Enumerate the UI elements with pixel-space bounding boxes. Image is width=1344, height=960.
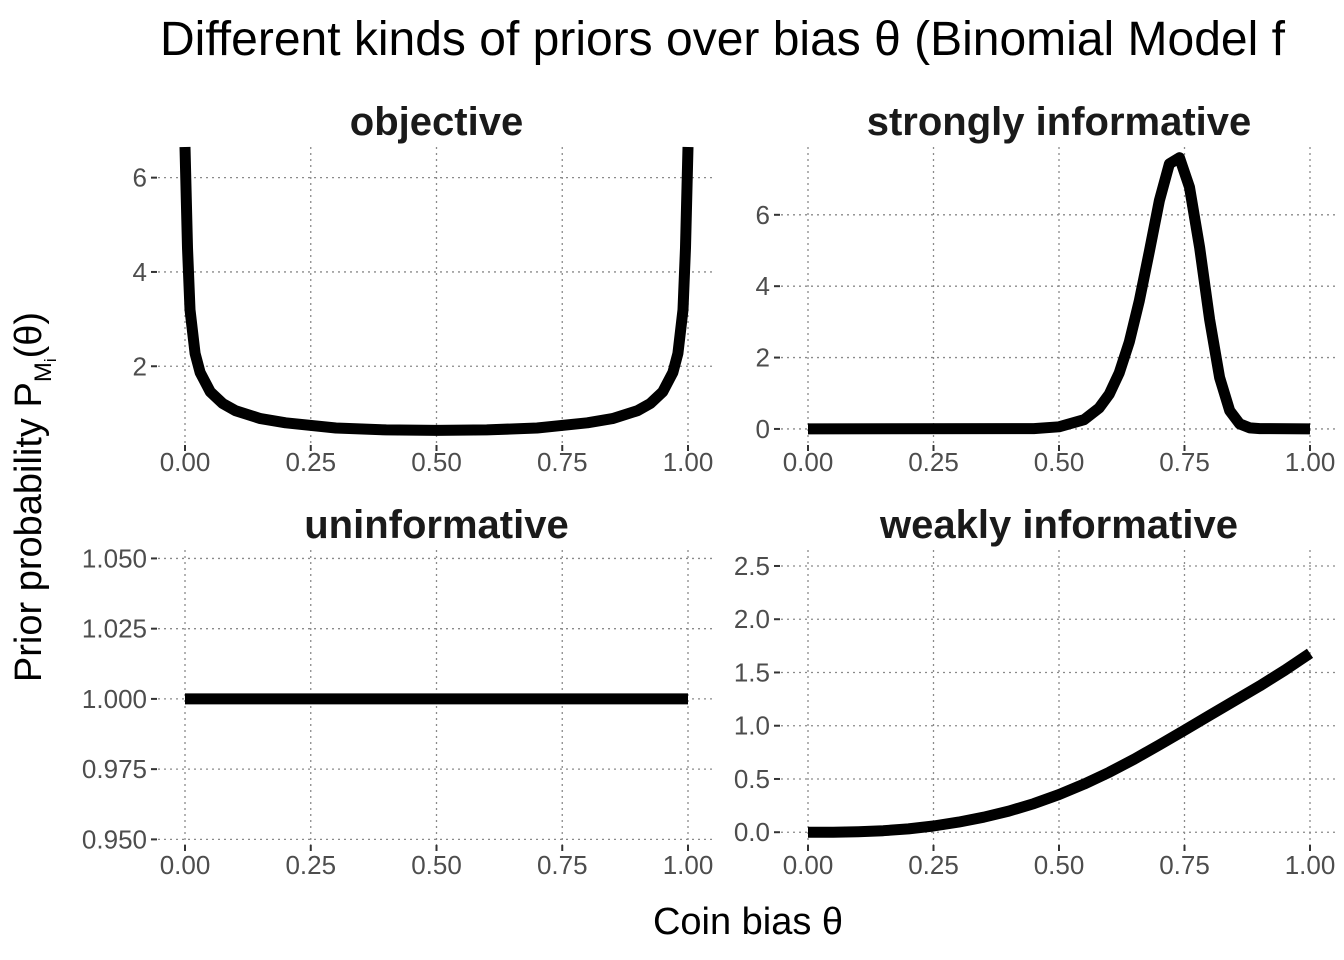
y-tick-label: 1.000	[82, 684, 147, 714]
y-tick-label: 4	[133, 257, 147, 287]
facet-title: strongly informative	[867, 100, 1252, 144]
x-tick-label: 0.75	[1159, 850, 1210, 880]
x-tick-label: 0.00	[783, 447, 834, 477]
y-tick-label: 0	[756, 414, 770, 444]
y-tick-label: 1.0	[734, 711, 770, 741]
x-tick-label: 0.50	[1034, 850, 1085, 880]
y-tick-label: 0.975	[82, 754, 147, 784]
x-tick-label: 1.00	[663, 447, 714, 477]
facet-title: objective	[350, 100, 523, 144]
y-tick-label: 0.0	[734, 817, 770, 847]
x-tick-label: 0.00	[160, 447, 211, 477]
x-tick-label: 1.00	[1285, 447, 1336, 477]
y-tick-label: 0.950	[82, 824, 147, 854]
y-tick-label: 2	[133, 351, 147, 381]
x-tick-label: 0.75	[1159, 447, 1210, 477]
panel-strongly-informative: strongly informative 0.00 0.25 0.50 0.75 1.00…	[756, 100, 1337, 477]
y-tick-label: 6	[756, 200, 770, 230]
panel-weakly-informative: weakly informative 0.00 0.25 0.50 0.75 1.00 0.…	[734, 503, 1337, 880]
y-tick-label: 4	[756, 271, 770, 301]
y-axis-title-sub: M	[30, 362, 57, 382]
y-tick-label: 2.0	[734, 604, 770, 634]
prior-curve	[807, 152, 1311, 435]
x-axis-title: Coin bias θ	[653, 901, 843, 943]
panel-uninformative: uninformative 0.00 0.25 0.50 0.75 1.00 0.950 0.…	[82, 503, 715, 880]
x-tick-label: 0.25	[908, 850, 959, 880]
x-tick-label: 0.50	[411, 447, 462, 477]
facet-title: weakly informative	[879, 503, 1238, 547]
y-tick-label: 2	[756, 343, 770, 373]
x-tick-label: 1.00	[1285, 850, 1336, 880]
x-tick-label: 0.25	[285, 850, 336, 880]
y-axis-title-subsub: i	[41, 358, 60, 362]
y-axis-title-suffix: (θ)	[8, 312, 50, 358]
x-tick-label: 1.00	[663, 850, 714, 880]
y-tick-label: 1.050	[82, 543, 147, 573]
y-tick-label: 1.5	[734, 657, 770, 687]
x-tick-label: 0.25	[908, 447, 959, 477]
panel-objective: objective 0.00 0.25 0.50 0.75 1.00 2 4 6	[133, 100, 715, 477]
x-tick-label: 0.50	[411, 850, 462, 880]
prior-curve	[179, 146, 694, 436]
x-tick-label: 0.00	[783, 850, 834, 880]
x-tick-label: 0.50	[1034, 447, 1085, 477]
prior-curve	[808, 648, 1314, 838]
x-tick-label: 0.25	[285, 447, 336, 477]
y-axis-title-main: Prior probability P	[8, 382, 50, 682]
y-axis-title: Prior probability PMi(θ)	[8, 312, 60, 682]
y-tick-label: 0.5	[734, 764, 770, 794]
y-tick-label: 6	[133, 163, 147, 193]
chart-title: Different kinds of priors over bias θ (B…	[160, 13, 1286, 66]
x-tick-label: 0.75	[537, 850, 588, 880]
x-tick-label: 0.00	[160, 850, 211, 880]
y-tick-label: 2.5	[734, 551, 770, 581]
x-tick-label: 0.75	[537, 447, 588, 477]
facet-title: uninformative	[304, 503, 568, 547]
y-tick-label: 1.025	[82, 614, 147, 644]
